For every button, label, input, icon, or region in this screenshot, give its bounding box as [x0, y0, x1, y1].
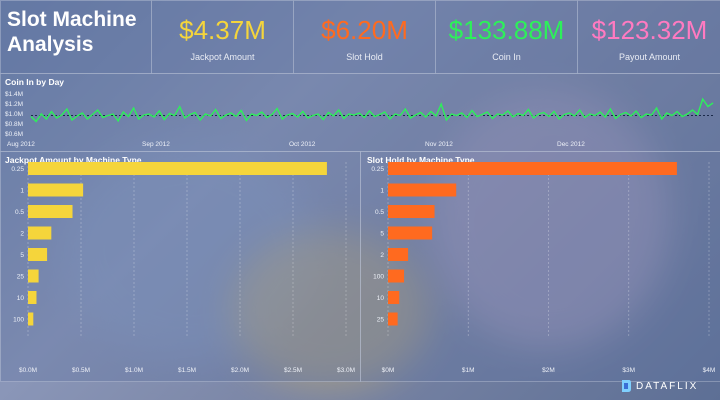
y-category-label: 1 [380, 188, 384, 195]
brand-logo: DATAFLIX [620, 379, 698, 393]
chart-title: Jackpot Amount by Machine Type [5, 155, 142, 165]
x-tick-label: $3.0M [337, 367, 355, 374]
y-category-label: 1 [20, 188, 24, 195]
bar [28, 183, 84, 197]
bar [388, 162, 677, 175]
bar [388, 312, 398, 326]
y-tick-label: $0.6M [5, 131, 23, 138]
slot-hold-by-machine-panel[interactable]: Slot Hold by Machine Type $0M $1M $2M $3M $4… [360, 151, 720, 382]
x-tick-label: Aug 2012 [7, 141, 35, 148]
dataflix-logo-icon [622, 380, 631, 392]
background-blur [430, 90, 670, 350]
x-tick-label: $2.5M [284, 367, 302, 374]
bar [28, 162, 327, 175]
bar [28, 291, 37, 304]
kpi-value: $4.37M [179, 15, 266, 45]
x-tick-label: Sep 2012 [142, 141, 170, 148]
x-tick-label: $4M [703, 367, 716, 374]
y-category-label: 0.5 [375, 209, 384, 216]
bar [28, 226, 52, 240]
kpi-value: $123.32M [591, 15, 708, 45]
x-tick-label: Oct 2012 [289, 141, 316, 148]
y-category-label: 2 [380, 252, 384, 259]
x-tick-label: $0.5M [72, 367, 90, 374]
kpi-value: $6.20M [321, 15, 408, 45]
y-category-label: 0.25 [11, 166, 24, 173]
x-tick-label: $0.0M [19, 367, 37, 374]
kpi-card-payout[interactable]: $123.32M Payout Amount [577, 0, 720, 74]
bar [388, 205, 435, 218]
coin-in-series-line [30, 97, 714, 123]
title-line-2: Analysis [7, 33, 94, 56]
x-tick-label: $1.5M [178, 367, 196, 374]
y-category-label: 10 [377, 295, 385, 302]
jackpot-bar-chart: $0.0M $0.5M $1.0M $1.5M $2.0M $2.5M $3.0M 0.25 1… [11, 162, 355, 374]
x-tick-label: Dec 2012 [557, 141, 585, 148]
y-category-label: 2 [20, 231, 24, 238]
bar [28, 248, 48, 261]
x-tick-label: $2M [542, 367, 555, 374]
background-blur [60, 140, 320, 360]
x-tick-label: Nov 2012 [425, 141, 453, 148]
brand-name: DATAFLIX [636, 380, 699, 392]
bar [388, 183, 457, 197]
y-category-label: 10 [17, 295, 25, 302]
bar [28, 312, 34, 326]
y-tick-label: $0.8M [5, 121, 23, 128]
x-tick-label: $1M [462, 367, 475, 374]
x-tick-label: $1.0M [125, 367, 143, 374]
bar [28, 269, 39, 283]
kpi-label: Coin In [492, 52, 521, 62]
x-tick-label: $3M [622, 367, 635, 374]
kpi-card-slot-hold[interactable]: $6.20M Slot Hold [293, 0, 436, 74]
bar [28, 205, 73, 218]
kpi-value: $133.88M [448, 15, 565, 45]
kpi-label: Slot Hold [346, 52, 383, 62]
y-category-label: 0.5 [15, 209, 24, 216]
coin-in-line-chart: $1.4M $1.2M $1.0M $0.8M $0.6M Aug 2012 Sep 201… [5, 91, 714, 148]
chart-title: Slot Hold by Machine Type [367, 155, 475, 165]
y-category-label: 5 [20, 252, 24, 259]
bar [388, 269, 405, 283]
y-tick-label: $1.2M [5, 101, 23, 108]
y-category-label: 100 [373, 274, 384, 281]
kpi-label: Payout Amount [618, 52, 681, 62]
y-tick-label: $1.4M [5, 91, 23, 98]
title-line-1: Slot Machine [7, 8, 137, 31]
bar [388, 248, 409, 261]
title-panel: Slot Machine Analysis [0, 0, 152, 74]
y-category-label: 0.25 [371, 166, 384, 173]
coin-in-by-day-panel[interactable]: Coin In by Day $1.4M $1.2M $1.0M $0.8M $0.6M… [0, 73, 720, 152]
dashboard-title: Slot Machine Analysis [7, 7, 137, 57]
kpi-card-jackpot[interactable]: $4.37M Jackpot Amount [151, 0, 294, 74]
y-category-label: 100 [13, 317, 24, 324]
x-tick-label: $0M [382, 367, 395, 374]
y-category-label: 25 [17, 274, 25, 281]
kpi-card-coin-in[interactable]: $133.88M Coin In [435, 0, 578, 74]
bar [388, 226, 433, 240]
kpi-label: Jackpot Amount [190, 52, 255, 62]
jackpot-by-machine-panel[interactable]: Jackpot Amount by Machine Type $0.0M $0.5… [0, 151, 361, 382]
chart-title: Coin In by Day [5, 77, 65, 87]
y-tick-label: $1.0M [5, 111, 23, 118]
bar [388, 291, 400, 304]
y-category-label: 5 [380, 231, 384, 238]
y-category-label: 25 [377, 317, 385, 324]
x-tick-label: $2.0M [231, 367, 249, 374]
slot-hold-bar-chart: $0M $1M $2M $3M $4M 0.25 1 0.5 5 2 100 10 25 [371, 162, 716, 374]
